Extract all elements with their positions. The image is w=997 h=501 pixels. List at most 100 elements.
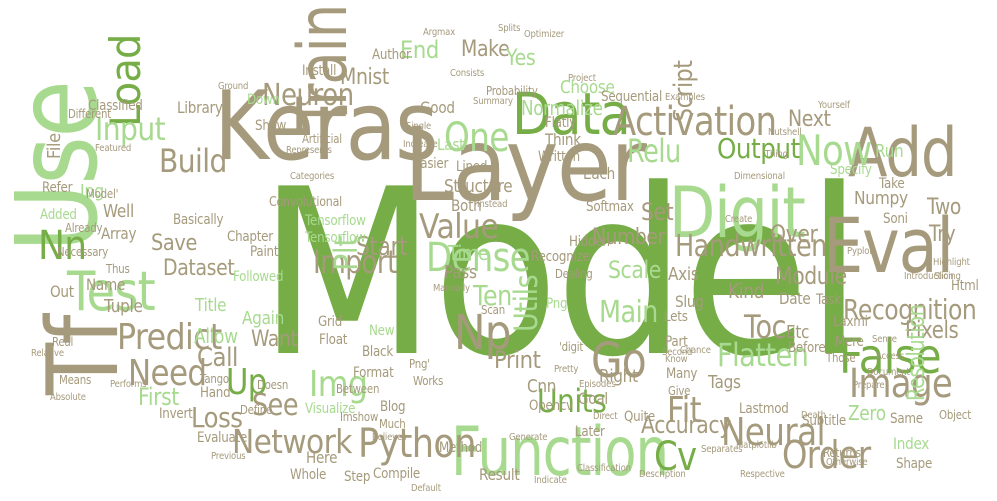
word-much: Much (379, 417, 406, 431)
word-classified: Classified (88, 98, 143, 114)
word-right: Right (599, 366, 638, 387)
word-splits: Splits (498, 23, 521, 34)
word-direct: Direct (593, 411, 618, 422)
word-separates: Separates (701, 444, 743, 455)
word-dataset: Dataset (163, 256, 235, 281)
word-pixels: Pixels (905, 316, 959, 344)
word-pyplot: Pyplot (847, 246, 873, 257)
word-output: Output (717, 132, 800, 165)
word-format: Format (353, 365, 394, 381)
word-value: Value (419, 207, 499, 247)
word-one: One (444, 115, 509, 161)
word-relative: Relative (31, 348, 64, 359)
word-name: Name (86, 275, 126, 294)
word-input: Input (95, 110, 166, 148)
word-classification: Classification (577, 463, 631, 474)
word-yes: Yes (506, 46, 536, 71)
word-import: Import (313, 243, 397, 281)
word-two: Two (927, 195, 961, 220)
word-compile: Compile (373, 466, 421, 482)
word-doesn: Doesn (257, 378, 289, 392)
word-predict: Predict (117, 317, 222, 358)
word-works: Works (413, 374, 444, 388)
word-go: Go (591, 333, 647, 389)
word-death: Death (801, 410, 826, 421)
word-tensorflow: Tensorflow (305, 213, 366, 229)
word-fit: Fit (667, 390, 702, 431)
word-lined: Lined (456, 159, 488, 175)
word-real: Real (52, 335, 74, 349)
word-description: Description (639, 469, 686, 480)
word-kind: Kind (728, 279, 765, 303)
word-relu: Relu (627, 132, 681, 170)
word-digit: Digit (669, 172, 806, 254)
word-false: False (839, 329, 942, 385)
word-many: Many (666, 366, 698, 382)
word-image: Image (849, 361, 953, 407)
word-highlight: Highlight (933, 257, 970, 268)
word-hand: Hand (200, 385, 231, 401)
word-axis: Axis (668, 264, 699, 285)
word-artificial: Artificial (302, 132, 342, 146)
word-followed: Followed (233, 269, 284, 285)
word-function: Function (451, 413, 669, 492)
word-dimensional: Dimensional (734, 171, 785, 182)
word-take: Take (879, 176, 905, 192)
word-absolute: Absolute (50, 392, 86, 403)
word-accuracy: Accuracy (641, 411, 731, 439)
word-index: Index (893, 434, 930, 453)
word-tensorflow-2: Tensorflow (305, 229, 366, 246)
word-sequential: Sequential (601, 89, 663, 105)
word-run: Run (875, 141, 904, 162)
word-time: Time (448, 241, 489, 265)
word-make: Make (461, 37, 510, 62)
word-access: Access (876, 351, 905, 362)
word-method: Method (439, 440, 483, 456)
word-both: Both (451, 196, 482, 215)
word-html: Html (951, 278, 979, 294)
word-each: Each (583, 164, 615, 183)
word-before: Before (788, 340, 826, 356)
word-next: Next (788, 107, 831, 132)
word-part: Part (665, 334, 688, 350)
word-easier: Easier (413, 156, 449, 172)
word-choose: Choose (560, 77, 615, 98)
word-default: Default (411, 483, 441, 494)
word-manually: Manually (433, 283, 470, 294)
word-paint: Paint (250, 244, 279, 260)
word-scan: Scan (481, 303, 505, 317)
word-performs: Performs (110, 379, 147, 390)
word-lets: Lets (664, 309, 688, 325)
word-neuron: Neuron (262, 78, 354, 113)
word-main: Main (599, 295, 658, 330)
word-create: Create (725, 214, 753, 225)
word-add: Add (848, 114, 958, 193)
word-soni: Soni (883, 211, 908, 227)
word-etc: Etc (786, 322, 810, 343)
word-episodes: Episodes (579, 379, 616, 390)
word-know: Know (665, 354, 688, 365)
word-cv: Cv (654, 434, 697, 480)
word-written: Written (538, 149, 580, 165)
word-scale: Scale (608, 256, 661, 284)
word-new: New (369, 323, 395, 339)
word-here: Here (306, 448, 338, 467)
word-author: Author (372, 47, 411, 63)
word-end: End (400, 36, 439, 64)
word-dense: Dense (426, 235, 531, 281)
word-first: First (138, 383, 179, 411)
word-later: Later (575, 424, 605, 440)
word-shape: Shape (896, 456, 933, 472)
word-python: Python (358, 421, 476, 467)
word-title: Title (195, 295, 227, 316)
word-eval: Eval (823, 201, 954, 290)
word-see: See (252, 388, 299, 423)
word-install: Install (302, 63, 337, 79)
word-down: Down (247, 92, 280, 108)
word-now: Now (796, 126, 872, 175)
word-necessary: Necessary (57, 245, 109, 259)
word-define: Define (240, 403, 273, 417)
word-featured: Featured (95, 143, 132, 154)
word-jpg: Jpg (80, 181, 104, 202)
